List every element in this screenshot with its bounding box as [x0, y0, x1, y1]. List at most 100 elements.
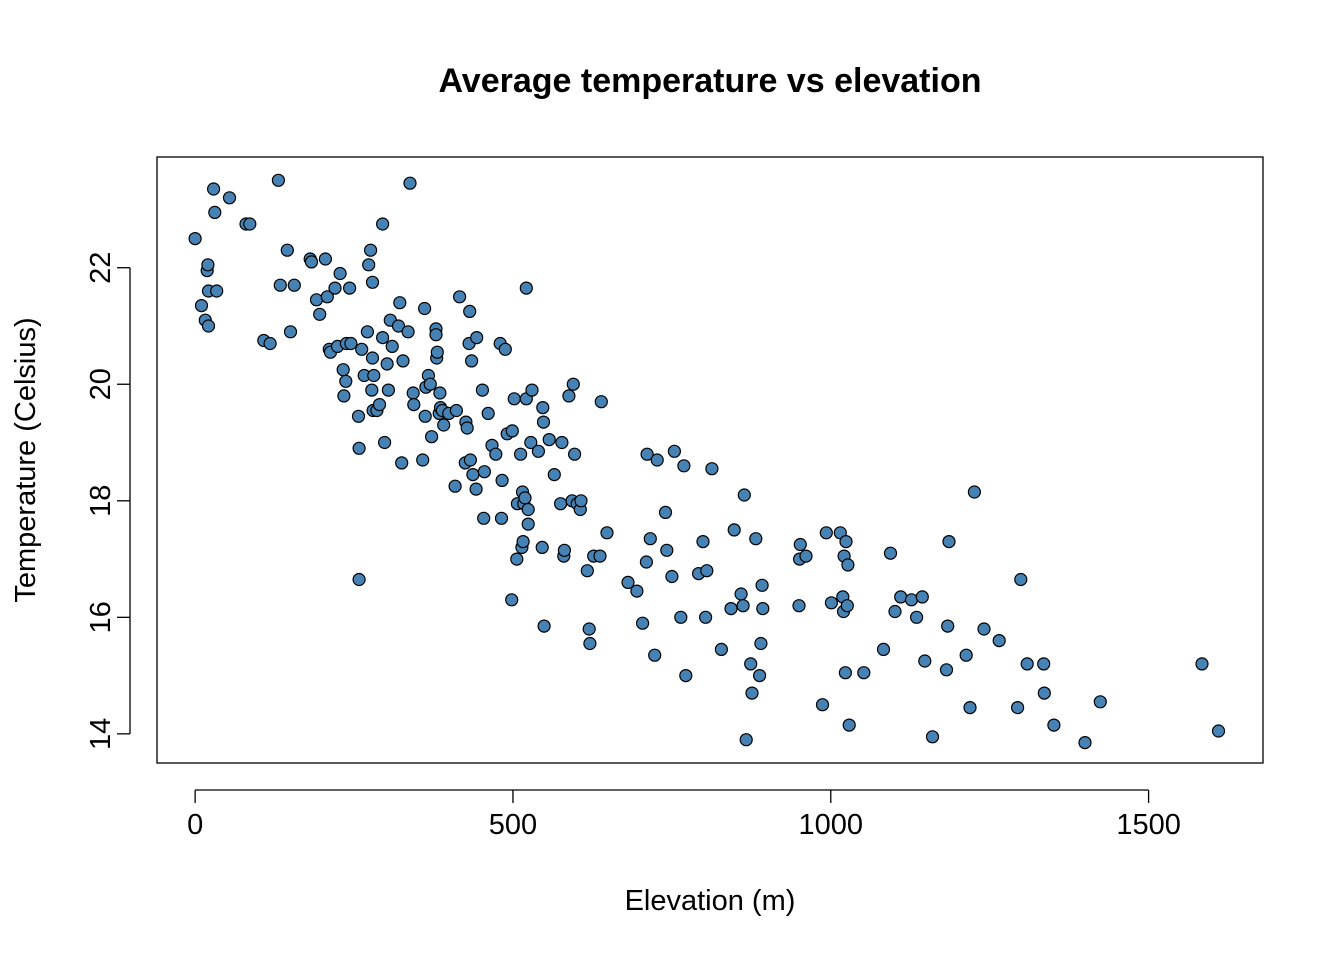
- data-point: [698, 610, 713, 624]
- data-point: [536, 401, 550, 415]
- data-point: [1010, 700, 1025, 715]
- data-point: [667, 444, 682, 458]
- data-point: [547, 468, 561, 482]
- data-point: [876, 642, 891, 657]
- data-point: [423, 377, 437, 391]
- data-point: [939, 663, 954, 677]
- data-point: [542, 433, 556, 447]
- data-point: [401, 325, 415, 339]
- data-point: [567, 447, 582, 461]
- data-point: [208, 205, 222, 219]
- data-point: [894, 590, 908, 604]
- data-point: [838, 666, 853, 680]
- x-tick-label: 1000: [799, 809, 864, 841]
- x-tick-label: 1500: [1116, 809, 1181, 841]
- data-point: [365, 351, 380, 365]
- data-point: [337, 389, 351, 403]
- data-point: [793, 537, 807, 552]
- data-point: [516, 534, 530, 549]
- data-point: [355, 342, 369, 356]
- data-point: [1037, 657, 1051, 671]
- data-point: [553, 497, 568, 511]
- data-point: [583, 636, 597, 651]
- data-point: [351, 409, 366, 423]
- data-point: [755, 578, 769, 592]
- data-point: [406, 386, 420, 400]
- data-point: [792, 599, 806, 613]
- data-point: [727, 523, 741, 537]
- data-point: [362, 258, 376, 272]
- data-point: [287, 278, 301, 292]
- data-point: [635, 616, 650, 630]
- data-point: [799, 549, 813, 563]
- data-point: [696, 534, 710, 549]
- data-point: [643, 532, 657, 546]
- data-point: [749, 532, 763, 546]
- data-point: [460, 421, 474, 435]
- data-point: [465, 354, 479, 368]
- data-point: [376, 217, 390, 231]
- data-point: [842, 718, 856, 732]
- data-point: [313, 307, 327, 321]
- data-point: [963, 700, 977, 715]
- data-point: [507, 392, 521, 406]
- y-tick-label: 22: [85, 252, 117, 284]
- data-point: [658, 505, 673, 520]
- data-point: [391, 319, 406, 333]
- data-point: [918, 654, 932, 668]
- data-point: [839, 534, 853, 549]
- data-point: [537, 619, 551, 633]
- x-axis-label: Elevation (m): [625, 885, 796, 917]
- x-axis: 0 500 1000 1500: [187, 789, 1181, 841]
- data-point: [977, 622, 991, 636]
- data-point: [580, 564, 594, 578]
- data-point: [453, 290, 467, 304]
- data-point: [425, 430, 439, 444]
- data-point: [222, 191, 237, 205]
- data-point: [594, 395, 608, 409]
- data-point: [840, 599, 854, 613]
- data-point: [380, 357, 394, 371]
- data-point: [489, 447, 503, 461]
- data-point: [1014, 572, 1028, 587]
- data-point: [505, 424, 519, 438]
- data-point: [519, 281, 533, 295]
- data-point: [744, 657, 758, 671]
- data-point: [364, 243, 378, 257]
- data-point: [700, 564, 714, 578]
- chart-title: Average temperature vs elevation: [439, 62, 982, 100]
- data-point: [381, 383, 395, 397]
- y-axis: 14 16 18 20 22: [85, 252, 131, 750]
- data-point: [344, 336, 358, 351]
- data-point: [724, 601, 738, 616]
- data-point: [557, 543, 572, 557]
- data-point: [481, 406, 495, 420]
- data-point: [513, 447, 528, 461]
- data-point: [194, 299, 209, 313]
- data-point: [333, 266, 347, 281]
- data-point: [714, 642, 729, 657]
- data-point: [824, 596, 839, 610]
- data-point: [679, 668, 693, 683]
- data-point: [754, 636, 768, 651]
- data-point: [309, 293, 324, 307]
- data-point: [201, 319, 216, 333]
- y-tick-label: 14: [85, 718, 117, 750]
- data-point: [433, 386, 447, 400]
- data-point: [207, 182, 221, 196]
- data-point: [271, 173, 285, 187]
- data-point: [739, 733, 753, 747]
- data-point: [1211, 724, 1226, 738]
- data-point: [403, 176, 417, 190]
- data-point: [378, 435, 392, 450]
- data-point: [674, 610, 688, 624]
- data-point: [463, 304, 477, 318]
- data-point: [888, 604, 902, 619]
- data-point: [466, 468, 480, 482]
- data-point: [904, 593, 919, 607]
- data-point: [430, 345, 444, 359]
- data-point: [942, 534, 956, 549]
- data-point: [188, 232, 202, 246]
- data-point: [752, 668, 767, 683]
- data-point: [385, 339, 399, 353]
